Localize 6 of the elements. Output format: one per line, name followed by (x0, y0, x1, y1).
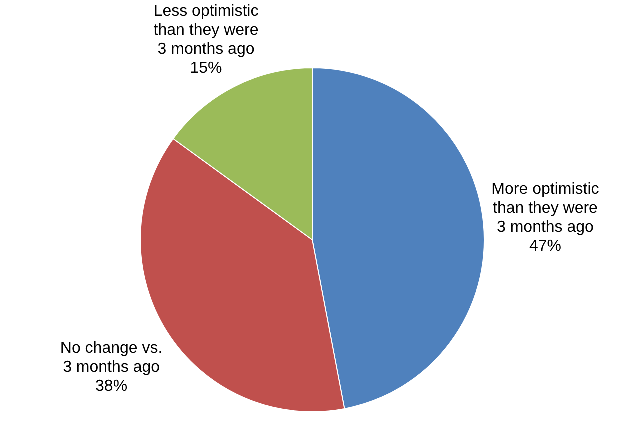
data-label: 38% (96, 378, 128, 395)
slice-label: Less optimistic than they were 3 months ago (154, 2, 259, 58)
data-label: 15% (190, 60, 222, 77)
slice-label: No change vs. 3 months ago (60, 340, 163, 376)
slice-label: More optimistic than they were 3 months ago (492, 180, 600, 236)
data-label: 47% (529, 238, 562, 255)
